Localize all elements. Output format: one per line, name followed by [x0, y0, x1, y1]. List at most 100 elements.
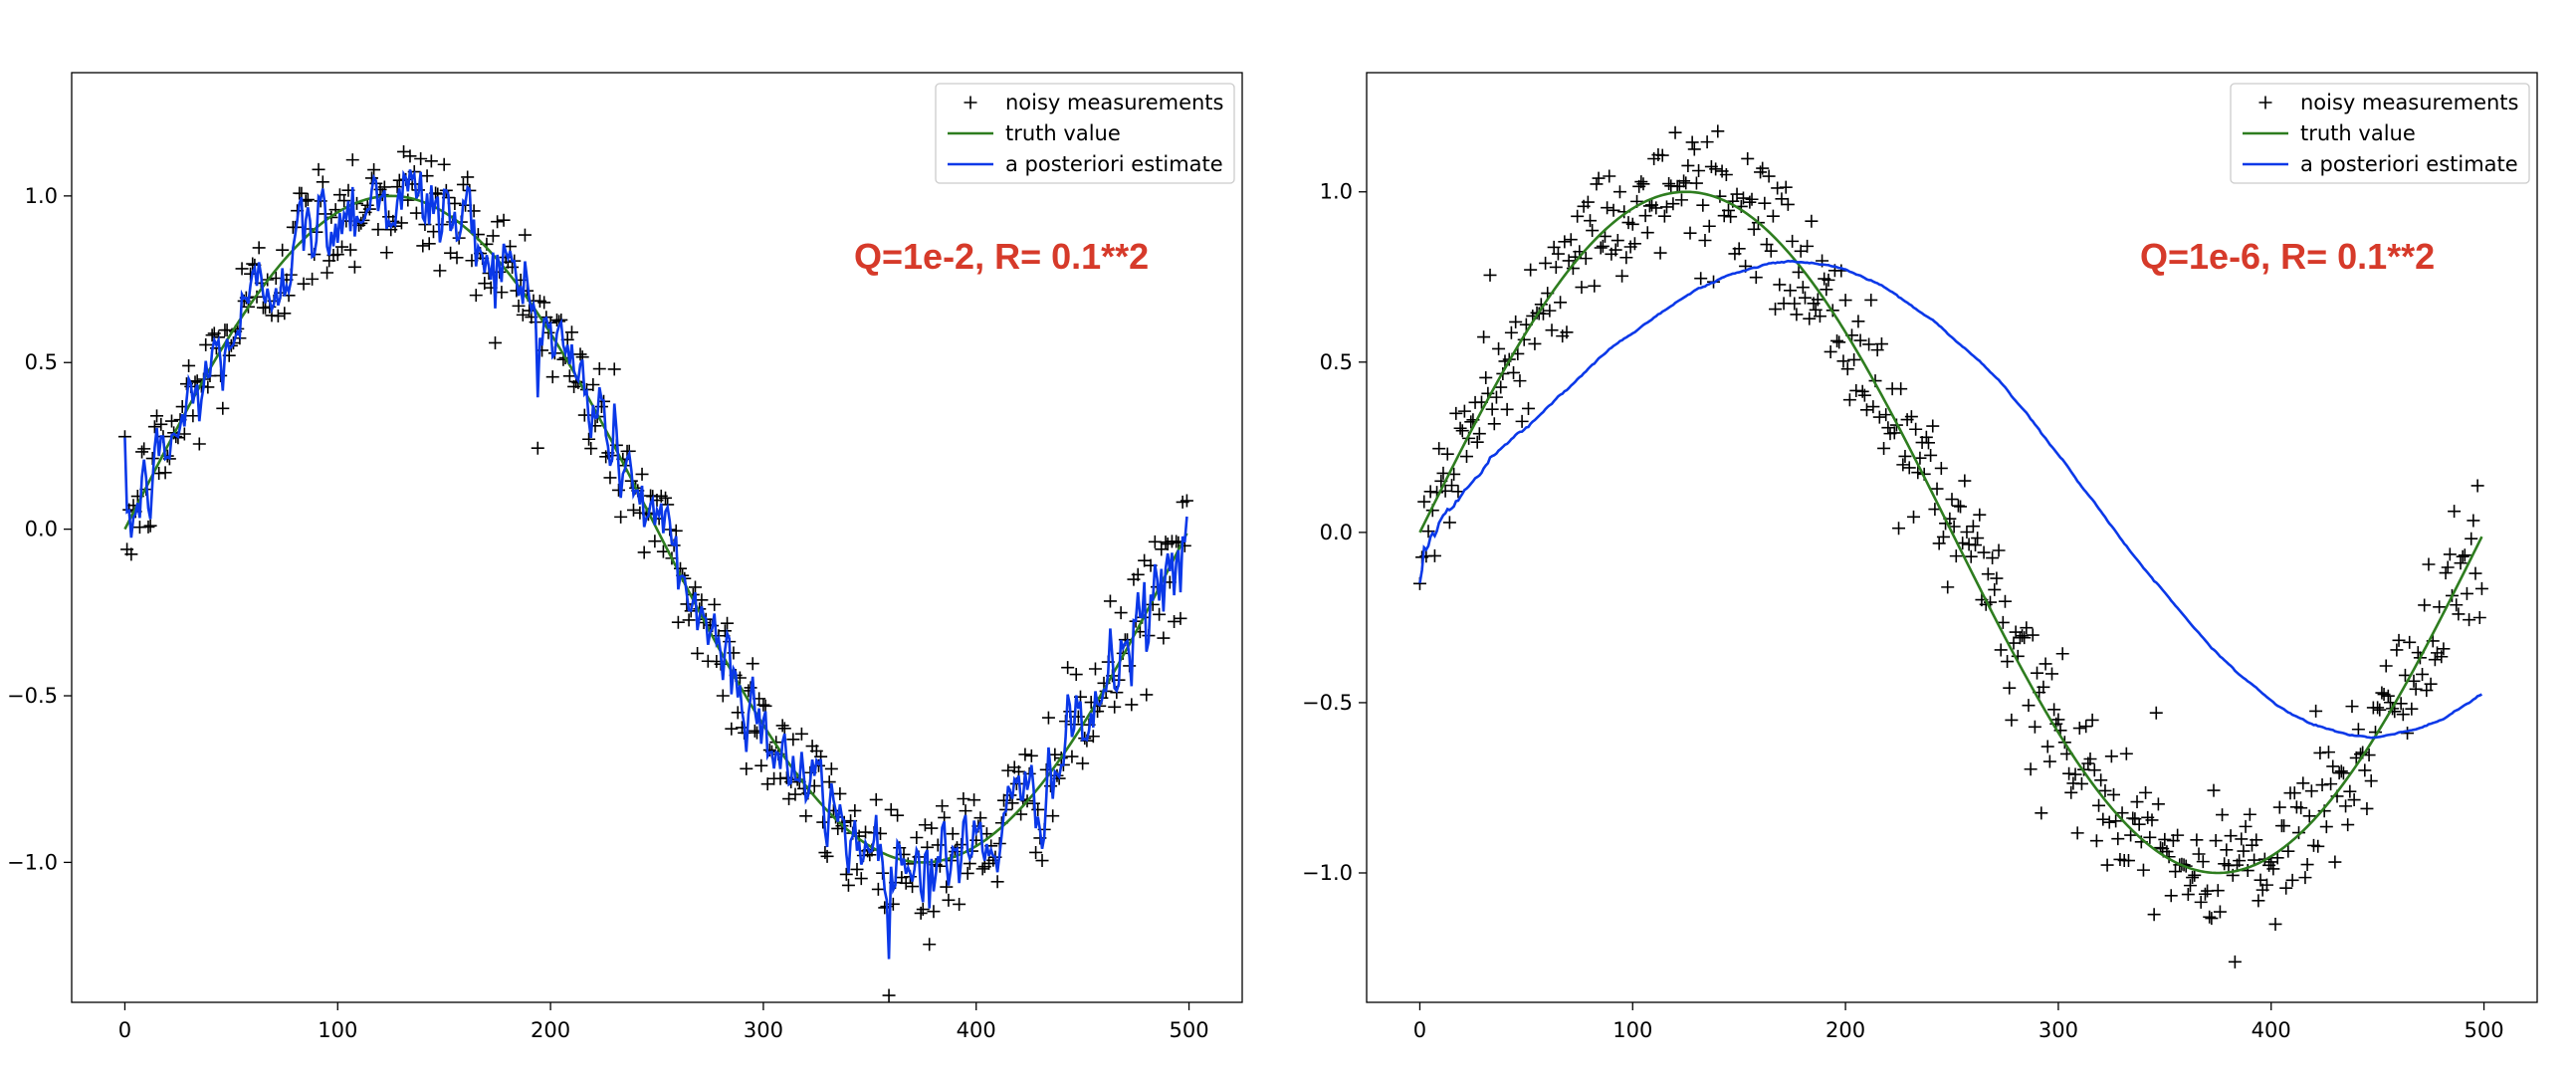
measurement-point — [1551, 247, 1565, 261]
measurement-point — [2392, 633, 2406, 647]
measurement-point — [1887, 426, 1901, 440]
measurement-point — [1625, 217, 1639, 231]
measurement-point — [1640, 226, 1654, 240]
measurement-point — [1689, 176, 1703, 190]
measurement-point — [2277, 819, 2291, 833]
measurement-point — [1492, 341, 1506, 355]
measurement-point — [2403, 635, 2417, 649]
truth-value-line — [123, 194, 1188, 864]
measurement-point — [1798, 291, 1812, 305]
measurement-point — [1954, 500, 1968, 514]
measurement-point — [1453, 421, 1467, 435]
measurement-point — [871, 882, 885, 896]
x-tick-label: 100 — [1612, 1018, 1652, 1042]
measurement-point — [2115, 806, 2129, 820]
measurement-point — [612, 483, 626, 497]
measurement-point — [1609, 243, 1622, 257]
measurement-point — [135, 445, 149, 459]
measurement-point — [367, 163, 381, 177]
measurement-point — [276, 243, 290, 257]
measurement-point — [1988, 582, 2002, 596]
measurement-point — [2358, 763, 2372, 777]
measurement-point — [2304, 784, 2318, 798]
measurement-point — [1857, 388, 1871, 402]
measurement-point — [1524, 263, 1538, 277]
measurement-point — [708, 597, 722, 611]
measurement-point — [936, 799, 950, 813]
measurement-point — [2139, 785, 2153, 799]
measurement-point — [2396, 708, 2410, 722]
measurement-point — [2326, 759, 2340, 773]
measurement-point — [2309, 704, 2323, 718]
measurement-point — [564, 325, 578, 339]
measurement-point — [1803, 312, 1817, 325]
measurement-point — [414, 152, 428, 166]
measurement-point — [1781, 197, 1795, 211]
measurement-point — [2296, 776, 2310, 790]
measurement-point — [869, 792, 883, 806]
measurement-point — [2474, 581, 2488, 595]
measurement-point — [1709, 162, 1723, 176]
measurement-point — [592, 362, 606, 376]
measurement-point — [2458, 548, 2471, 562]
measurement-point — [2083, 752, 2097, 765]
measurement-point — [1507, 365, 1521, 379]
measurement-point — [2381, 689, 2395, 703]
measurement-point — [1919, 430, 1933, 444]
measurement-point — [2183, 879, 2197, 893]
measurement-point — [2294, 801, 2308, 815]
measurement-point — [1131, 567, 1145, 581]
y-tick-label: 1.0 — [1320, 180, 1353, 204]
measurement-point — [2228, 955, 2242, 968]
measurement-point — [1657, 209, 1671, 223]
measurement-point — [2213, 905, 2227, 919]
measurement-point — [379, 246, 393, 260]
measurement-point — [1125, 698, 1139, 712]
measurement-point — [2211, 884, 2225, 898]
measurement-point — [1986, 551, 2000, 565]
measurement-point — [143, 519, 157, 533]
measurement-point — [2040, 740, 2054, 753]
measurement-point — [1719, 167, 1733, 181]
measurement-point — [1627, 237, 1641, 251]
measurement-point — [345, 153, 359, 167]
measurement-point — [961, 866, 974, 880]
measurement-point — [1932, 537, 1946, 550]
measurement-point — [1758, 196, 1772, 210]
measurement-point — [2203, 910, 2217, 924]
measurement-point — [1681, 158, 1695, 172]
measurement-point — [2224, 829, 2238, 843]
measurement-point — [312, 162, 325, 176]
measurement-point — [1560, 325, 1574, 339]
measurement-point — [1470, 435, 1484, 449]
measurement-point — [2111, 832, 2125, 846]
measurement-point — [2409, 682, 2423, 696]
legend: noisy measurements truth value a posterior… — [935, 83, 1235, 184]
measurement-point — [1427, 548, 1441, 562]
measurement-point — [2456, 549, 2469, 563]
measurement-point — [1902, 461, 1916, 475]
measurement-point — [2441, 560, 2455, 574]
measurement-point — [150, 409, 164, 423]
measurement-point — [1849, 383, 1863, 397]
measurement-point — [1619, 251, 1633, 265]
axes-frame — [1366, 72, 2538, 1003]
measurement-point — [2037, 680, 2050, 694]
measurement-point — [2143, 830, 2157, 844]
measurement-point — [1489, 390, 1503, 404]
measurement-point — [1677, 174, 1691, 188]
y-tick-label: 0.0 — [1320, 521, 1353, 544]
measurement-point — [531, 441, 544, 455]
measurement-point — [437, 157, 451, 171]
measurement-point — [424, 154, 438, 168]
y-tick-label: −0.5 — [1302, 691, 1353, 715]
measurement-point — [2192, 847, 2206, 861]
measurement-point — [2272, 800, 2286, 814]
measurement-point — [1724, 210, 1738, 224]
measurement-point — [2241, 864, 2254, 878]
y-tick-label: −1.0 — [1302, 861, 1353, 885]
measurement-point — [1483, 268, 1497, 282]
measurement-point — [1796, 281, 1810, 295]
measurement-point — [2028, 720, 2041, 734]
measurement-point — [2463, 613, 2476, 627]
